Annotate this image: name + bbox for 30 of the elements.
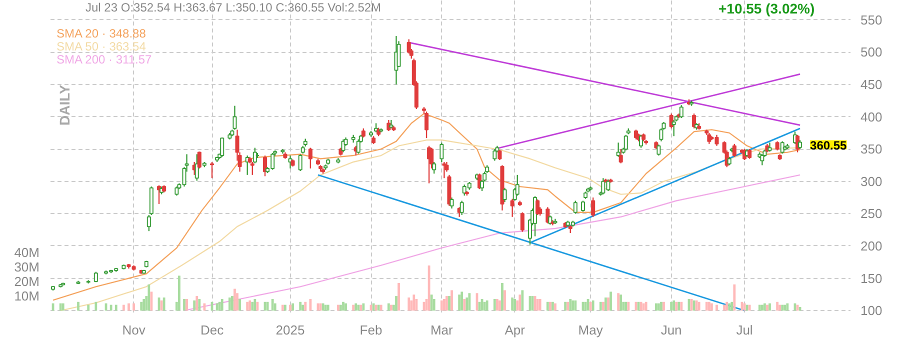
y2-tick-label: 30M <box>14 259 40 274</box>
annotation: DAILY <box>56 84 72 126</box>
x-tick-label: Dec <box>200 322 224 338</box>
x-tick-label: Feb <box>360 322 382 338</box>
text: SMA 20 · 348.88 <box>56 26 146 40</box>
x-tick-label: Apr <box>504 322 526 338</box>
annotation: +10.55 (3.02%) <box>718 0 815 16</box>
x-tick-label: Jun <box>660 322 682 338</box>
y-tick-label: 550 <box>860 12 882 28</box>
annotation: 360.55 <box>810 138 848 152</box>
x-tick-label: May <box>578 322 604 338</box>
y2-tick-label: 20M <box>14 274 40 289</box>
y-tick-label: 250 <box>860 206 882 222</box>
x-tick-label: Mar <box>430 322 454 338</box>
y-tick-label: 350 <box>860 142 882 157</box>
y-tick-label: 300 <box>860 174 882 189</box>
y-tick-label: 500 <box>860 44 882 60</box>
x-tick-label: 2025 <box>276 322 305 338</box>
x-tick-label: Jul <box>736 322 753 338</box>
y2-tick-label: 40M <box>14 244 40 260</box>
y2-tick-label: 10M <box>14 288 40 304</box>
y-tick-label: 100 <box>860 303 882 318</box>
y-tick-label: 400 <box>860 109 882 124</box>
y-tick-label: 150 <box>860 270 882 286</box>
x-tick-label: Nov <box>122 322 146 338</box>
chart-subtitle: Jul 23 O:352.54 H:363.67 L:350.10 C:360.55 Vol:2.52M <box>86 0 382 14</box>
text: SMA 50 · 363.54 <box>56 40 146 54</box>
text: SMA 200 · 311.57 <box>56 52 152 66</box>
y-tick-label: 450 <box>860 76 882 92</box>
y-tick-label: 200 <box>860 238 882 254</box>
